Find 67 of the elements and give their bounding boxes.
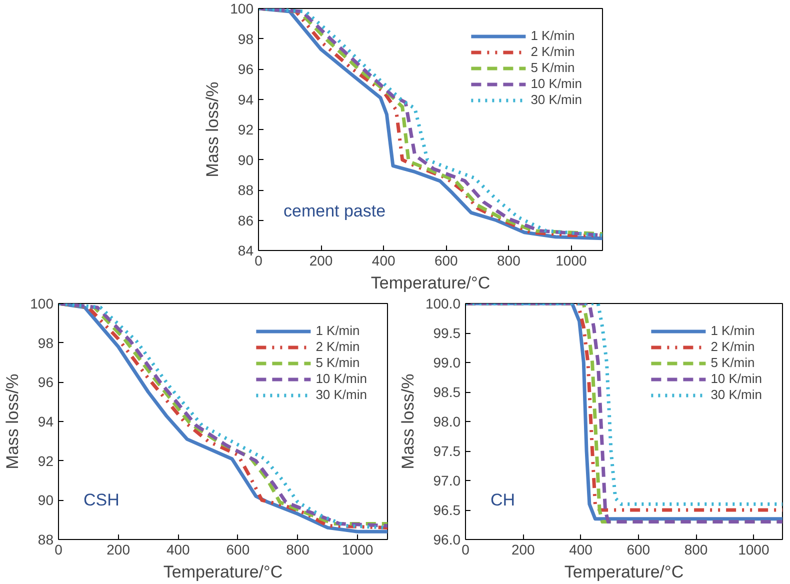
y-tick-label: 100.0 xyxy=(425,296,461,312)
legend-label: 30 K/min xyxy=(710,387,762,402)
legend-label: 1 K/min xyxy=(710,323,755,338)
x-tick-label: 1000 xyxy=(738,542,770,558)
y-axis-title: Mass loss/% xyxy=(203,82,222,178)
legend-label: 1 K/min xyxy=(316,323,360,338)
y-tick-label: 98 xyxy=(38,334,54,351)
x-tick-label: 200 xyxy=(309,252,333,268)
y-tick-label: 98.5 xyxy=(433,384,461,400)
y-tick-label: 96 xyxy=(238,61,254,77)
x-tick-label: 800 xyxy=(286,542,310,558)
x-tick-label: 0 xyxy=(54,542,63,558)
x-tick-label: 0 xyxy=(254,252,263,268)
y-tick-label: 97.5 xyxy=(433,443,461,459)
legend-label: 5 K/min xyxy=(316,355,360,370)
legend-label: 1 K/min xyxy=(530,28,575,43)
legend-label: 5 K/min xyxy=(530,60,575,75)
x-axis-title: Temperature/°C xyxy=(370,274,490,292)
legend-label: 2 K/min xyxy=(530,44,575,59)
x-axis-title: Temperature/°C xyxy=(564,562,684,582)
y-tick-label: 94 xyxy=(238,91,254,108)
y-tick-label: 88 xyxy=(238,182,254,198)
x-tick-label: 400 xyxy=(372,252,396,268)
y-tick-label: 90 xyxy=(238,152,254,168)
x-tick-label: 1000 xyxy=(342,542,374,558)
y-tick-label: 96.5 xyxy=(433,502,461,518)
y-tick-label: 88 xyxy=(38,532,54,548)
y-tick-label: 100 xyxy=(30,296,54,312)
y-tick-label: 96 xyxy=(38,374,54,390)
y-tick-label: 92 xyxy=(38,452,54,469)
x-tick-label: 800 xyxy=(684,542,708,558)
y-tick-label: 99.5 xyxy=(433,325,461,341)
y-tick-label: 98.0 xyxy=(433,414,461,430)
x-tick-label: 200 xyxy=(106,542,130,558)
x-tick-label: 600 xyxy=(434,252,458,268)
legend-label: 5 K/min xyxy=(710,355,755,370)
legend-label: 2 K/min xyxy=(710,339,755,354)
x-tick-label: 200 xyxy=(511,542,536,558)
legend-label: 10 K/min xyxy=(530,76,582,91)
legend-label: 2 K/min xyxy=(316,339,360,354)
y-tick-label: 100 xyxy=(230,0,254,16)
y-tick-label: 92 xyxy=(238,122,254,138)
annotation: CH xyxy=(490,490,516,510)
y-tick-label: 96.0 xyxy=(433,532,461,548)
y-tick-label: 99.0 xyxy=(433,354,461,370)
legend-label: 10 K/min xyxy=(710,371,762,386)
x-tick-label: 400 xyxy=(166,542,190,558)
annotation: cement paste xyxy=(284,202,386,220)
y-tick-label: 98 xyxy=(238,30,254,47)
y-tick-label: 97.0 xyxy=(433,472,461,488)
x-tick-label: 600 xyxy=(626,542,650,558)
y-tick-label: 90 xyxy=(38,492,54,508)
y-tick-label: 86 xyxy=(238,212,254,228)
x-axis-title: Temperature/°C xyxy=(163,562,283,582)
x-tick-label: 0 xyxy=(462,542,470,558)
y-tick-label: 94 xyxy=(38,414,54,430)
legend-label: 10 K/min xyxy=(316,371,367,386)
x-tick-label: 400 xyxy=(569,542,593,558)
x-tick-label: 600 xyxy=(226,542,250,558)
x-tick-label: 1000 xyxy=(556,252,588,268)
x-tick-label: 800 xyxy=(497,252,521,268)
y-axis-title: Mass loss/% xyxy=(3,374,22,470)
legend-label: 30 K/min xyxy=(530,92,582,107)
y-tick-label: 84 xyxy=(238,242,254,258)
y-axis-title: Mass loss/% xyxy=(398,374,418,470)
legend-label: 30 K/min xyxy=(316,387,367,402)
annotation: CSH xyxy=(84,490,120,510)
